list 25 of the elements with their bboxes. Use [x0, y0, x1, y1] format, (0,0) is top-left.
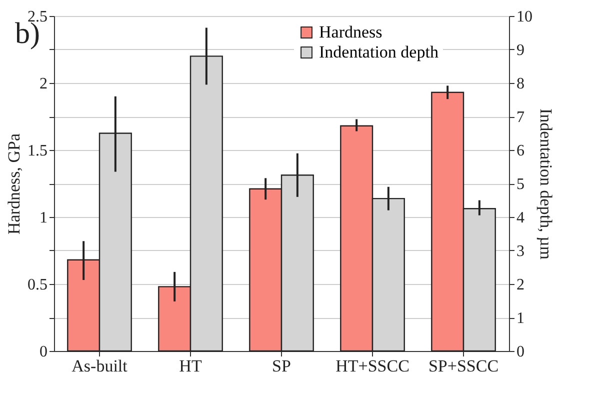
y2-tick-label: 1: [516, 310, 524, 327]
y2-tick-label: 5: [516, 176, 524, 193]
y-tick-label: 1.5: [28, 142, 48, 160]
y2-tick-label: 6: [516, 142, 524, 160]
y-tick-label: 0: [40, 344, 48, 360]
y2-axis-title: Indentation depth, µm: [536, 108, 556, 260]
y2-tick-label: 8: [516, 76, 524, 92]
y2-tick-label: 9: [516, 42, 524, 59]
x-tick-label: HT+SSCC: [336, 356, 410, 376]
y-tick-label: 2: [40, 76, 48, 92]
y-tick-label: 0.5: [28, 276, 48, 294]
legend-label: Indentation depth: [319, 42, 439, 62]
legend-label: Hardness: [319, 22, 382, 42]
x-tick-label: HT: [179, 356, 202, 376]
y2-tick-label: 10: [516, 8, 532, 26]
y2-tick-label: 7: [516, 109, 524, 126]
y2-tick-label: 3: [516, 243, 524, 260]
x-tick-label: SP+SSCC: [428, 356, 499, 376]
x-tick-label: SP: [272, 356, 291, 376]
y-tick-label: 1: [40, 210, 48, 226]
x-tick-label: As-built: [72, 356, 128, 376]
y2-tick-label: 0: [516, 344, 524, 360]
y2-tick-label: 4: [516, 210, 524, 226]
y-axis-title: Hardness, GPa: [4, 133, 24, 235]
y2-tick-label: 2: [516, 276, 524, 294]
